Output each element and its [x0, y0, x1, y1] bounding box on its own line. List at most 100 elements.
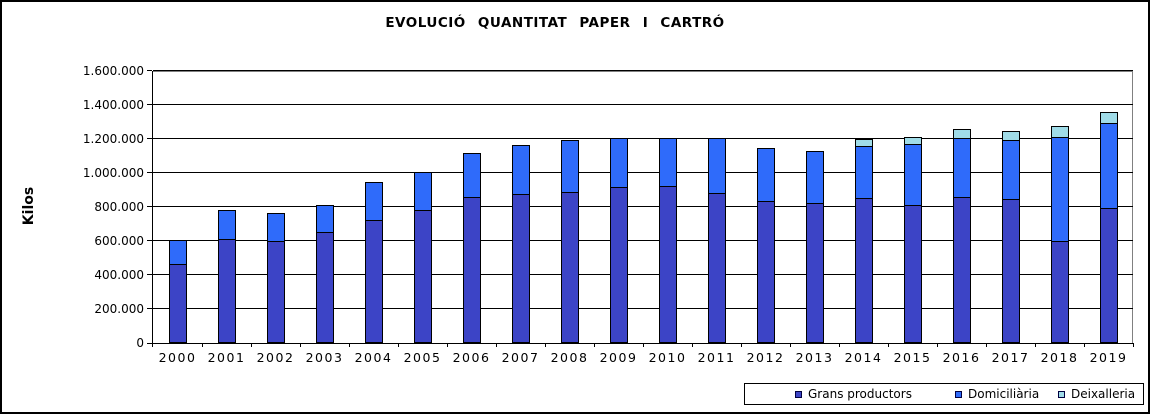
- bar-segment-2007-grans-productors: [512, 194, 530, 343]
- legend: Grans productors Domiciliària Deixalleria: [744, 383, 1144, 405]
- x-axis-tick: [839, 343, 840, 347]
- bar-segment-2014-grans-productors: [855, 198, 873, 343]
- bar-segment-2011-domiciliària: [708, 138, 726, 194]
- x-axis-category-label: 2013: [795, 350, 834, 365]
- y-axis-line: [152, 71, 153, 343]
- bar-segment-2003-grans-productors: [316, 232, 334, 343]
- x-axis-tick: [643, 343, 644, 347]
- chart-title: EVOLUCIÓ QUANTITAT PAPER I CARTRÓ: [385, 15, 725, 31]
- bar-segment-2003-domiciliària: [316, 205, 334, 233]
- y-axis-tick: [147, 138, 152, 139]
- plot-border-right: [1132, 71, 1133, 343]
- gridline: [153, 172, 1133, 173]
- x-axis-tick: [545, 343, 546, 347]
- bar-segment-2005-domiciliària: [414, 172, 432, 211]
- bar-segment-2012-domiciliària: [757, 148, 775, 202]
- x-axis-category-label: 2015: [893, 350, 932, 365]
- bar-segment-2018-grans-productors: [1051, 241, 1069, 343]
- gridline: [153, 70, 1133, 71]
- x-axis-tick: [986, 343, 987, 347]
- legend-marker-icon: [955, 390, 962, 398]
- bar-segment-2014-deixalleria: [855, 139, 873, 147]
- y-axis-tick-label: 600.000: [94, 234, 144, 248]
- legend-marker-icon: [1058, 390, 1065, 398]
- x-axis-category-label: 2009: [599, 350, 638, 365]
- bar-segment-2004-grans-productors: [365, 220, 383, 343]
- x-axis-tick: [937, 343, 938, 347]
- gridline: [153, 138, 1133, 139]
- x-axis-category-label: 2012: [746, 350, 785, 365]
- gridline: [153, 308, 1133, 309]
- bar-segment-2016-grans-productors: [953, 197, 971, 343]
- legend-label: Domiciliària: [968, 387, 1040, 401]
- bar-segment-2014-domiciliària: [855, 145, 873, 199]
- x-axis-tick: [741, 343, 742, 347]
- x-axis-category-label: 2017: [991, 350, 1030, 365]
- gridline: [153, 206, 1133, 207]
- bar-segment-2017-grans-productors: [1002, 199, 1020, 343]
- legend-item-domiciliària: Domiciliària: [955, 384, 1039, 404]
- y-axis-tick-label: 200.000: [94, 302, 144, 316]
- x-axis-category-label: 2000: [158, 350, 197, 365]
- gridline: [153, 274, 1133, 275]
- bar-segment-2001-domiciliària: [218, 210, 236, 240]
- x-axis-tick: [1035, 343, 1036, 347]
- x-axis-category-label: 2002: [256, 350, 295, 365]
- x-axis-tick: [447, 343, 448, 347]
- y-axis-tick: [147, 343, 152, 344]
- bar-segment-2001-grans-productors: [218, 239, 236, 343]
- x-axis-tick: [202, 343, 203, 347]
- x-axis-category-label: 2001: [207, 350, 246, 365]
- x-axis-tick: [349, 343, 350, 347]
- x-axis-category-label: 2007: [501, 350, 540, 365]
- bar-segment-2007-domiciliària: [512, 145, 530, 195]
- bar-segment-2000-grans-productors: [169, 264, 187, 343]
- legend-label: Grans productors: [808, 387, 912, 401]
- bar-segment-2016-domiciliària: [953, 138, 971, 198]
- x-axis-tick: [790, 343, 791, 347]
- bar-segment-2019-deixalleria: [1100, 112, 1118, 124]
- bar-segment-2004-domiciliària: [365, 182, 383, 221]
- x-axis-category-label: 2011: [697, 350, 736, 365]
- x-axis-tick: [398, 343, 399, 347]
- x-axis-category-label: 2014: [844, 350, 883, 365]
- bar-segment-2015-domiciliària: [904, 144, 922, 206]
- bar-segment-2002-grans-productors: [267, 241, 285, 343]
- y-axis-tick-label: 0: [136, 336, 144, 350]
- bar-segment-2009-domiciliària: [610, 138, 628, 188]
- gridline: [153, 240, 1133, 241]
- bar-segment-2009-grans-productors: [610, 187, 628, 343]
- x-axis-category-label: 2006: [452, 350, 491, 365]
- legend-item-grans-productors: Grans productors: [795, 384, 912, 404]
- y-axis-tick-label: 400.000: [94, 268, 144, 282]
- y-axis-tick-label: 800.000: [94, 200, 144, 214]
- plot-area: 0 200.000 400.000 600.000 800.000 1.000.000 1.…: [83, 65, 1134, 365]
- x-axis-tick: [300, 343, 301, 347]
- x-axis-tick: [1084, 343, 1085, 347]
- bar-segment-2012-grans-productors: [757, 201, 775, 343]
- legend-marker-icon: [795, 390, 802, 398]
- plot-border-top: [153, 71, 1133, 72]
- bar-segment-2015-deixalleria: [904, 137, 922, 145]
- x-axis-category-label: 2004: [354, 350, 393, 365]
- x-axis-category-label: 2019: [1089, 350, 1128, 365]
- y-axis-tick-label: 1.000.000: [82, 166, 144, 180]
- x-axis-category-label: 2010: [648, 350, 687, 365]
- bar-segment-2006-grans-productors: [463, 197, 481, 343]
- y-axis-tick: [147, 240, 152, 241]
- x-axis-tick: [152, 343, 153, 347]
- x-axis-tick: [496, 343, 497, 347]
- bar-segment-2019-domiciliària: [1100, 123, 1118, 209]
- x-axis-category-label: 2005: [403, 350, 442, 365]
- bar-segment-2010-domiciliària: [659, 138, 677, 187]
- bar-segment-2016-deixalleria: [953, 129, 971, 139]
- y-axis-tick-label: 1.400.000: [82, 98, 144, 112]
- bar-segment-2013-domiciliària: [806, 151, 824, 204]
- bar-segment-2010-grans-productors: [659, 186, 677, 343]
- y-axis-tick: [147, 274, 152, 275]
- y-axis-tick: [147, 308, 152, 309]
- y-axis-tick: [147, 70, 152, 71]
- x-axis-line: [152, 343, 1133, 344]
- bar-segment-2017-domiciliària: [1002, 139, 1020, 200]
- bar-segment-2002-domiciliària: [267, 213, 285, 242]
